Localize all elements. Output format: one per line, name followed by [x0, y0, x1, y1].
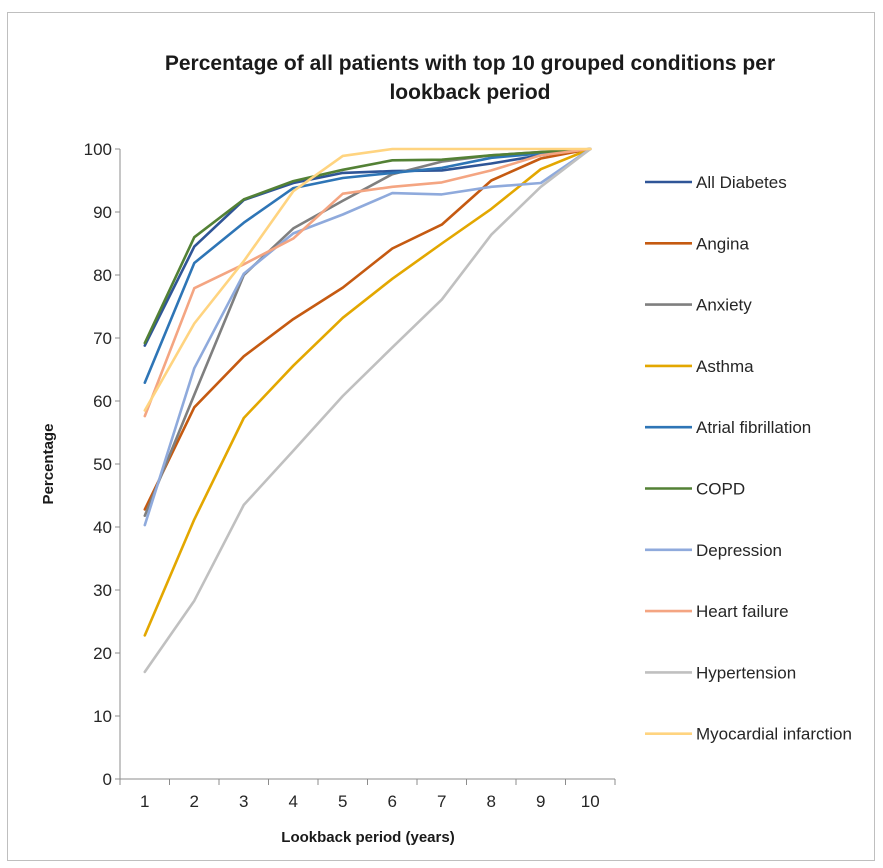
y-tick-label: 30: [93, 581, 112, 600]
y-tick-label: 10: [93, 707, 112, 726]
legend-label-all-diabetes: All Diabetes: [696, 173, 787, 192]
series-line-depression: [143, 147, 592, 527]
series-line-angina: [143, 147, 592, 511]
y-tick-label: 90: [93, 203, 112, 222]
series-line-asthma: [143, 147, 592, 637]
legend-label-myocardial-infarction: Myocardial infarction: [696, 725, 852, 744]
y-tick-label: 60: [93, 392, 112, 411]
x-tick-label: 7: [437, 792, 446, 811]
chart-frame: [7, 12, 875, 861]
legend-label-anxiety: Anxiety: [696, 296, 752, 315]
x-tick-label: 5: [338, 792, 347, 811]
legend-label-heart-failure: Heart failure: [696, 602, 789, 621]
x-tick-label: 8: [487, 792, 496, 811]
series-line-atrial-fibrillation: [143, 147, 592, 385]
series-line-myocardial-infarction: [143, 147, 592, 412]
legend-label-atrial-fibrillation: Atrial fibrillation: [696, 418, 811, 437]
x-tick-label: 10: [581, 792, 600, 811]
legend-label-hypertension: Hypertension: [696, 663, 796, 682]
legend-label-copd: COPD: [696, 480, 745, 499]
y-tick-label: 80: [93, 266, 112, 285]
series-line-hypertension: [143, 147, 592, 674]
y-tick-label: 20: [93, 644, 112, 663]
x-tick-label: 2: [190, 792, 199, 811]
y-tick-label: 70: [93, 329, 112, 348]
y-tick-label: 0: [103, 770, 112, 789]
chart-title-line2: lookback period: [389, 81, 550, 104]
legend: All Diabetes Angina Anxiety Asthma Atrial fi…: [645, 173, 852, 744]
x-tick-label: 4: [289, 792, 298, 811]
x-tick-label: 3: [239, 792, 248, 811]
series-line-heart-failure: [143, 147, 592, 418]
legend-label-asthma: Asthma: [696, 357, 754, 376]
legend-label-angina: Angina: [696, 234, 749, 253]
y-axis-title: Percentage: [40, 424, 57, 505]
series-lines: [143, 147, 592, 674]
x-tick-label: 6: [388, 792, 397, 811]
series-line-copd: [143, 147, 592, 345]
y-tick-label: 100: [84, 140, 112, 159]
x-tick-label: 9: [536, 792, 545, 811]
chart-title-line1: Percentage of all patients with top 10 g…: [165, 52, 775, 75]
x-axis-title: Lookback period (years): [281, 829, 454, 846]
y-tick-label: 50: [93, 455, 112, 474]
series-line-all-diabetes: [143, 147, 592, 347]
y-tick-label: 40: [93, 518, 112, 537]
axes: 0 10 20 30 40 50 60 70 80 90 100 1 2 3 4 5 6 7 8 9 10: [84, 140, 616, 811]
x-tick-label: 1: [140, 792, 149, 811]
legend-label-depression: Depression: [696, 541, 782, 560]
